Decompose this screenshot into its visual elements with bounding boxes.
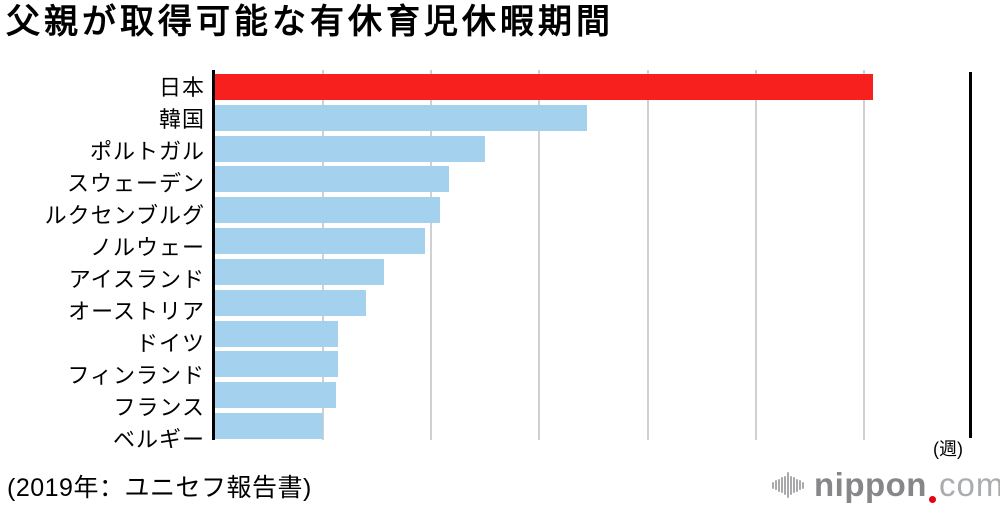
category-axis-labels: 日本韓国ポルトガルスウェーデンルクセンブルグノルウェーアイスランド オーストリアド… — [0, 70, 205, 452]
bar-row — [215, 347, 972, 378]
category-label: アイスランド — [68, 267, 205, 292]
soundwave-bars-icon — [772, 468, 805, 502]
bar-row — [215, 132, 972, 163]
chart-title: 父親が取得可能な有休育児休暇期間 — [6, 3, 614, 41]
category-label: 日本 — [158, 75, 205, 100]
bar-row — [215, 162, 972, 193]
bar-row — [215, 255, 972, 286]
logo-text: nippon com — [814, 466, 1000, 504]
category-label: ドイツ — [135, 331, 205, 356]
plot-right-border — [969, 72, 972, 438]
bar — [215, 104, 587, 131]
bar — [215, 74, 873, 100]
bar-row — [215, 224, 972, 255]
bar — [215, 228, 425, 255]
category-label: ノルウェー — [89, 235, 205, 260]
category-label: 韓国 — [158, 107, 205, 132]
bar — [215, 166, 449, 193]
category-label: フランス — [113, 395, 205, 420]
category-label: ポルトガル — [89, 139, 205, 164]
bar-row — [215, 101, 972, 132]
logo-text-nippon: nippon — [814, 466, 927, 503]
gridline — [862, 70, 865, 440]
plot-area — [212, 70, 972, 440]
bar-row — [215, 409, 972, 440]
x-axis-unit-label: (週) — [933, 439, 963, 459]
category-label: フィンランド — [67, 363, 205, 388]
nippon-logo: nippon com — [772, 466, 1000, 504]
category-label: ルクセンブルグ — [44, 203, 205, 228]
logo-text-com: com — [938, 466, 1000, 503]
gridline — [538, 70, 541, 440]
bar-row — [215, 70, 972, 101]
bar-row — [215, 317, 972, 348]
bar — [215, 351, 339, 378]
bar-row — [215, 286, 972, 317]
bar — [215, 289, 367, 316]
gridline — [754, 70, 757, 440]
bars-container — [215, 70, 972, 440]
bar — [215, 135, 486, 162]
gridline — [646, 70, 649, 440]
category-label: オーストリア — [68, 299, 205, 324]
bar-row — [215, 378, 972, 409]
bar — [215, 258, 384, 285]
bar — [215, 197, 440, 224]
bar-row — [215, 193, 972, 224]
logo-dot — [928, 496, 936, 503]
gridline — [322, 70, 325, 440]
bar — [215, 320, 339, 347]
bar — [215, 413, 324, 440]
bar — [215, 382, 337, 409]
category-label: ベルギー — [112, 427, 205, 452]
source-note: (2019年：ユニセフ報告書) — [7, 474, 312, 502]
category-label: スウェーデン — [66, 171, 205, 196]
gridline — [430, 70, 433, 440]
